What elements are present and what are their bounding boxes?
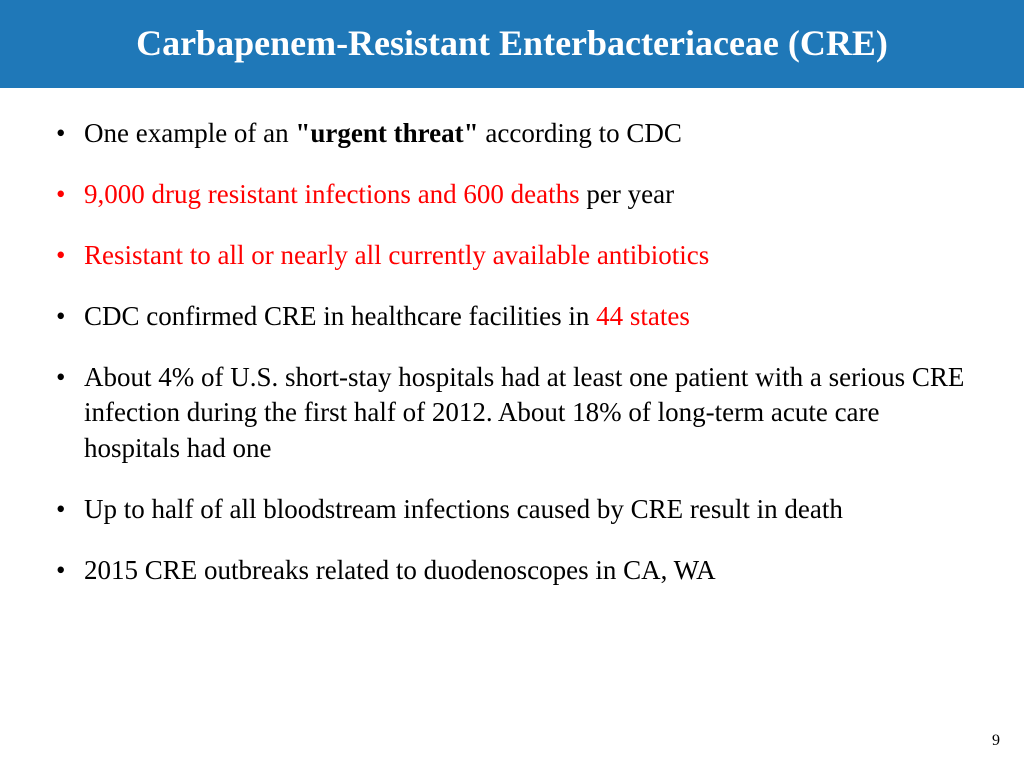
bullet-text: About 4% of U.S. short-stay hospitals ha…: [84, 362, 964, 462]
bullet-list: One example of an "urgent threat" accord…: [50, 116, 974, 588]
bullet-item: 9,000 drug resistant infections and 600 …: [50, 177, 974, 212]
bullet-item: One example of an "urgent threat" accord…: [50, 116, 974, 151]
slide-content: One example of an "urgent threat" accord…: [0, 88, 1024, 588]
page-number: 9: [992, 732, 1000, 750]
bullet-text-highlight: 9,000 drug resistant infections and 600 …: [84, 179, 580, 209]
bullet-text: Up to half of all bloodstream infections…: [84, 494, 843, 524]
bullet-item: About 4% of U.S. short-stay hospitals ha…: [50, 360, 974, 465]
bullet-text: 2015 CRE outbreaks related to duodenosco…: [84, 555, 716, 585]
bullet-item: CDC confirmed CRE in healthcare faciliti…: [50, 299, 974, 334]
bullet-text: according to CDC: [479, 118, 682, 148]
bullet-text-highlight: Resistant to all or nearly all currently…: [84, 240, 709, 270]
bullet-text-highlight: 44 states: [596, 301, 690, 331]
bullet-item: Up to half of all bloodstream infections…: [50, 492, 974, 527]
title-bar: Carbapenem-Resistant Enterbacteriaceae (…: [0, 0, 1024, 88]
bullet-item: Resistant to all or nearly all currently…: [50, 238, 974, 273]
bullet-text: per year: [580, 179, 674, 209]
bullet-text-bold: "urgent threat": [295, 118, 478, 148]
slide: Carbapenem-Resistant Enterbacteriaceae (…: [0, 0, 1024, 768]
bullet-item: 2015 CRE outbreaks related to duodenosco…: [50, 553, 974, 588]
bullet-text: One example of an: [84, 118, 295, 148]
slide-title: Carbapenem-Resistant Enterbacteriaceae (…: [0, 22, 1024, 64]
bullet-text: CDC confirmed CRE in healthcare faciliti…: [84, 301, 596, 331]
